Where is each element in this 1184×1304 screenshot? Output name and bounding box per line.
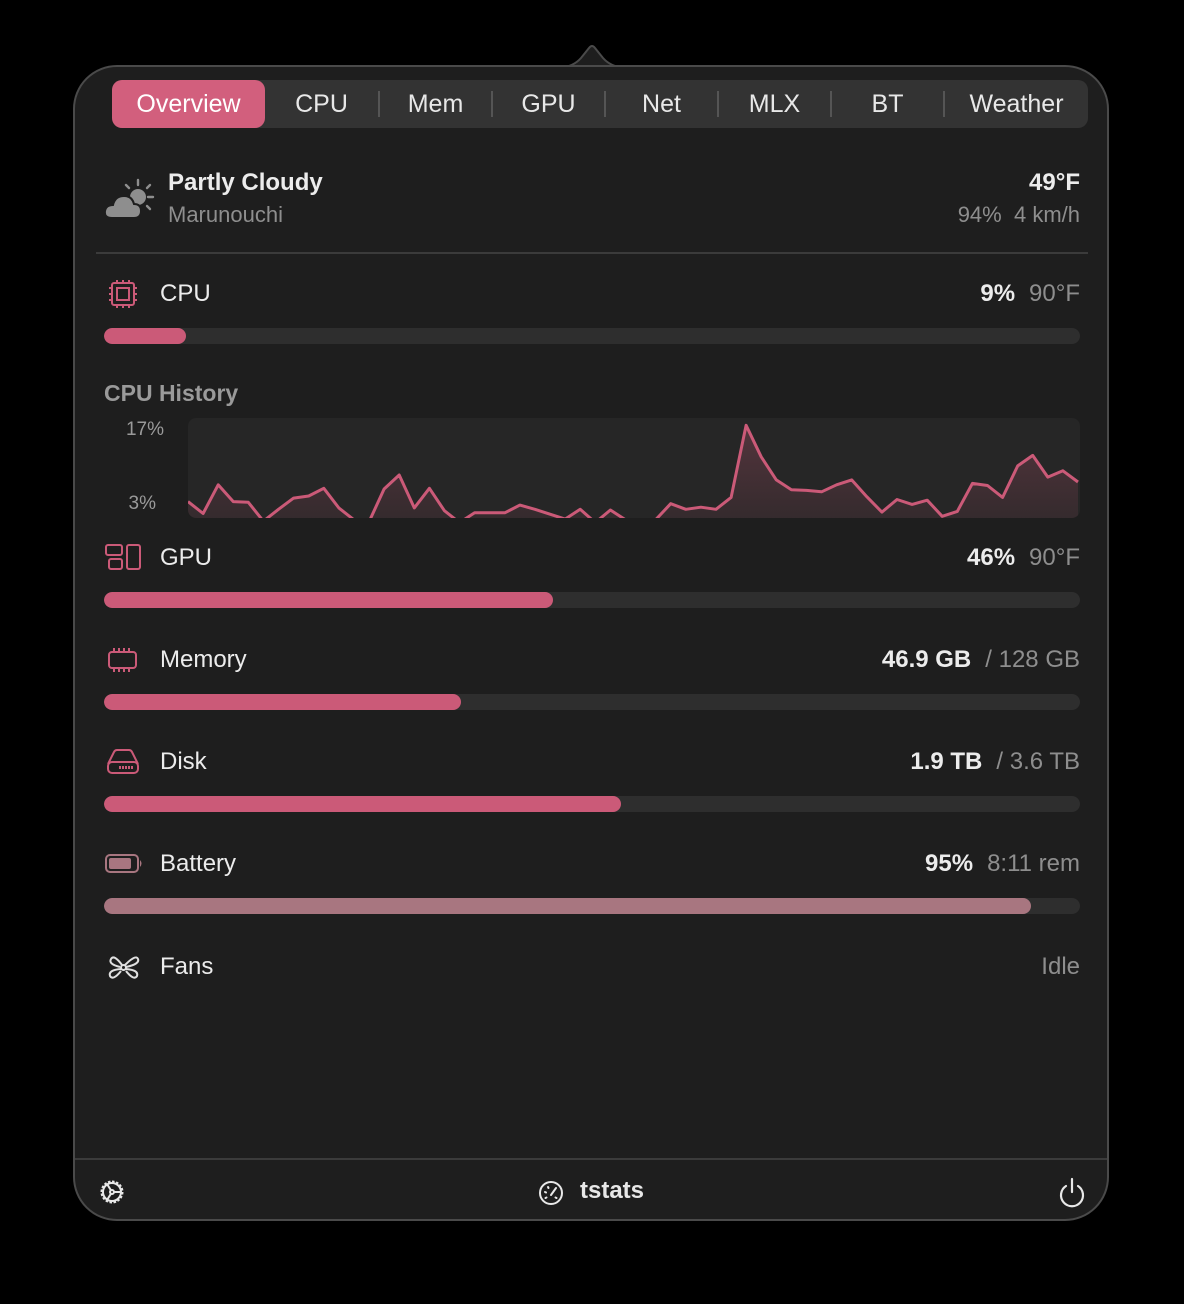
disk-used: 1.9 TB [910,748,983,775]
battery-label: Battery [160,850,237,877]
gpu-usage-fill [104,592,553,608]
fan-icon [108,956,140,979]
weather-location: Marunouchi [168,202,283,227]
tab-separator [491,91,493,117]
weather-wind: 4 km/h [1013,202,1080,227]
cpu-values: 9% 90°F [980,279,1080,309]
battery-icon [105,854,142,873]
cpu-label: CPU [160,280,211,307]
speedometer-icon [539,1181,563,1205]
fans-label: Fans [160,953,214,980]
weather-condition: Partly Cloudy [168,169,323,196]
gear-icon[interactable] [96,1176,128,1208]
gpu-temp: 90°F [1029,544,1080,571]
battery-remaining: 8:11 rem [987,850,1080,877]
memory-chip-icon [108,648,137,672]
disk-drive-icon [107,749,139,774]
tab-separator [717,91,719,117]
tab-separator [378,91,380,117]
memory-usage-bar [104,694,1080,710]
tab-bt[interactable]: BT [871,89,904,118]
tab-mem[interactable]: Mem [407,89,464,118]
power-icon[interactable] [1057,1177,1087,1209]
memory-used: 46.9 GB [881,646,972,673]
battery-level-fill [104,898,1032,914]
disk-values: 1.9 TB / 3.6 TB [910,747,1080,777]
tab-separator [830,91,832,117]
cloud-sun-icon [104,178,155,219]
cpu-usage: 9% [980,280,1016,307]
battery-level-bar [104,898,1080,914]
popover-panel [73,65,1109,1221]
memory-total: / 128 GB [985,646,1080,673]
cpu-history-max-label: 17% [125,419,164,440]
battery-values: 95% 8:11 rem [925,849,1080,879]
tab-mlx[interactable]: MLX [748,89,801,118]
cpu-history-title: CPU History [104,380,239,406]
cpu-usage-fill [104,328,186,344]
weather-temperature: 49°F [1029,169,1080,196]
tab-net[interactable]: Net [642,89,681,118]
tab-separator [943,91,945,117]
gpu-label: GPU [160,544,213,571]
memory-values: 46.9 GB / 128 GB [882,645,1080,675]
cpu-history-graph [188,423,1079,518]
gpu-values: 46% 90°F [967,543,1080,573]
weather-details: 94% 4 km/h [958,202,1080,228]
tab-separator [604,91,606,117]
cpu-history-chart [188,418,1080,518]
tab-bar: Overview CPU Mem GPU Net MLX BT Weather [112,80,1088,128]
cpu-chip-icon [109,280,137,308]
memory-label: Memory [160,646,247,673]
weather-summary[interactable]: Partly Cloudy Marunouchi 49°F 94% 4 km/h [104,168,1080,230]
gpu-usage-bar [104,592,1080,608]
disk-usage-fill [104,796,622,812]
disk-total: / 3.6 TB [996,748,1080,775]
fans-status: Idle [1041,953,1080,980]
cpu-usage-bar [104,328,1080,344]
cpu-temp: 90°F [1029,280,1080,307]
cpu-history-min-label: 3% [128,493,156,514]
app-name: tstats [580,1177,645,1204]
fans-values: Idle [1041,952,1080,982]
memory-usage-fill [104,694,462,710]
tab-overview[interactable]: Overview [112,80,265,128]
gpu-usage: 46% [967,544,1016,571]
weather-humidity: 94% [957,202,1002,227]
disk-label: Disk [160,748,207,775]
gpu-icon [105,544,141,570]
battery-level: 95% [925,850,974,877]
tab-weather[interactable]: Weather [969,89,1064,118]
footer-divider [75,1158,1107,1160]
disk-usage-bar [104,796,1080,812]
tab-gpu[interactable]: GPU [521,89,576,118]
section-divider [96,252,1088,254]
tab-cpu[interactable]: CPU [295,89,348,118]
